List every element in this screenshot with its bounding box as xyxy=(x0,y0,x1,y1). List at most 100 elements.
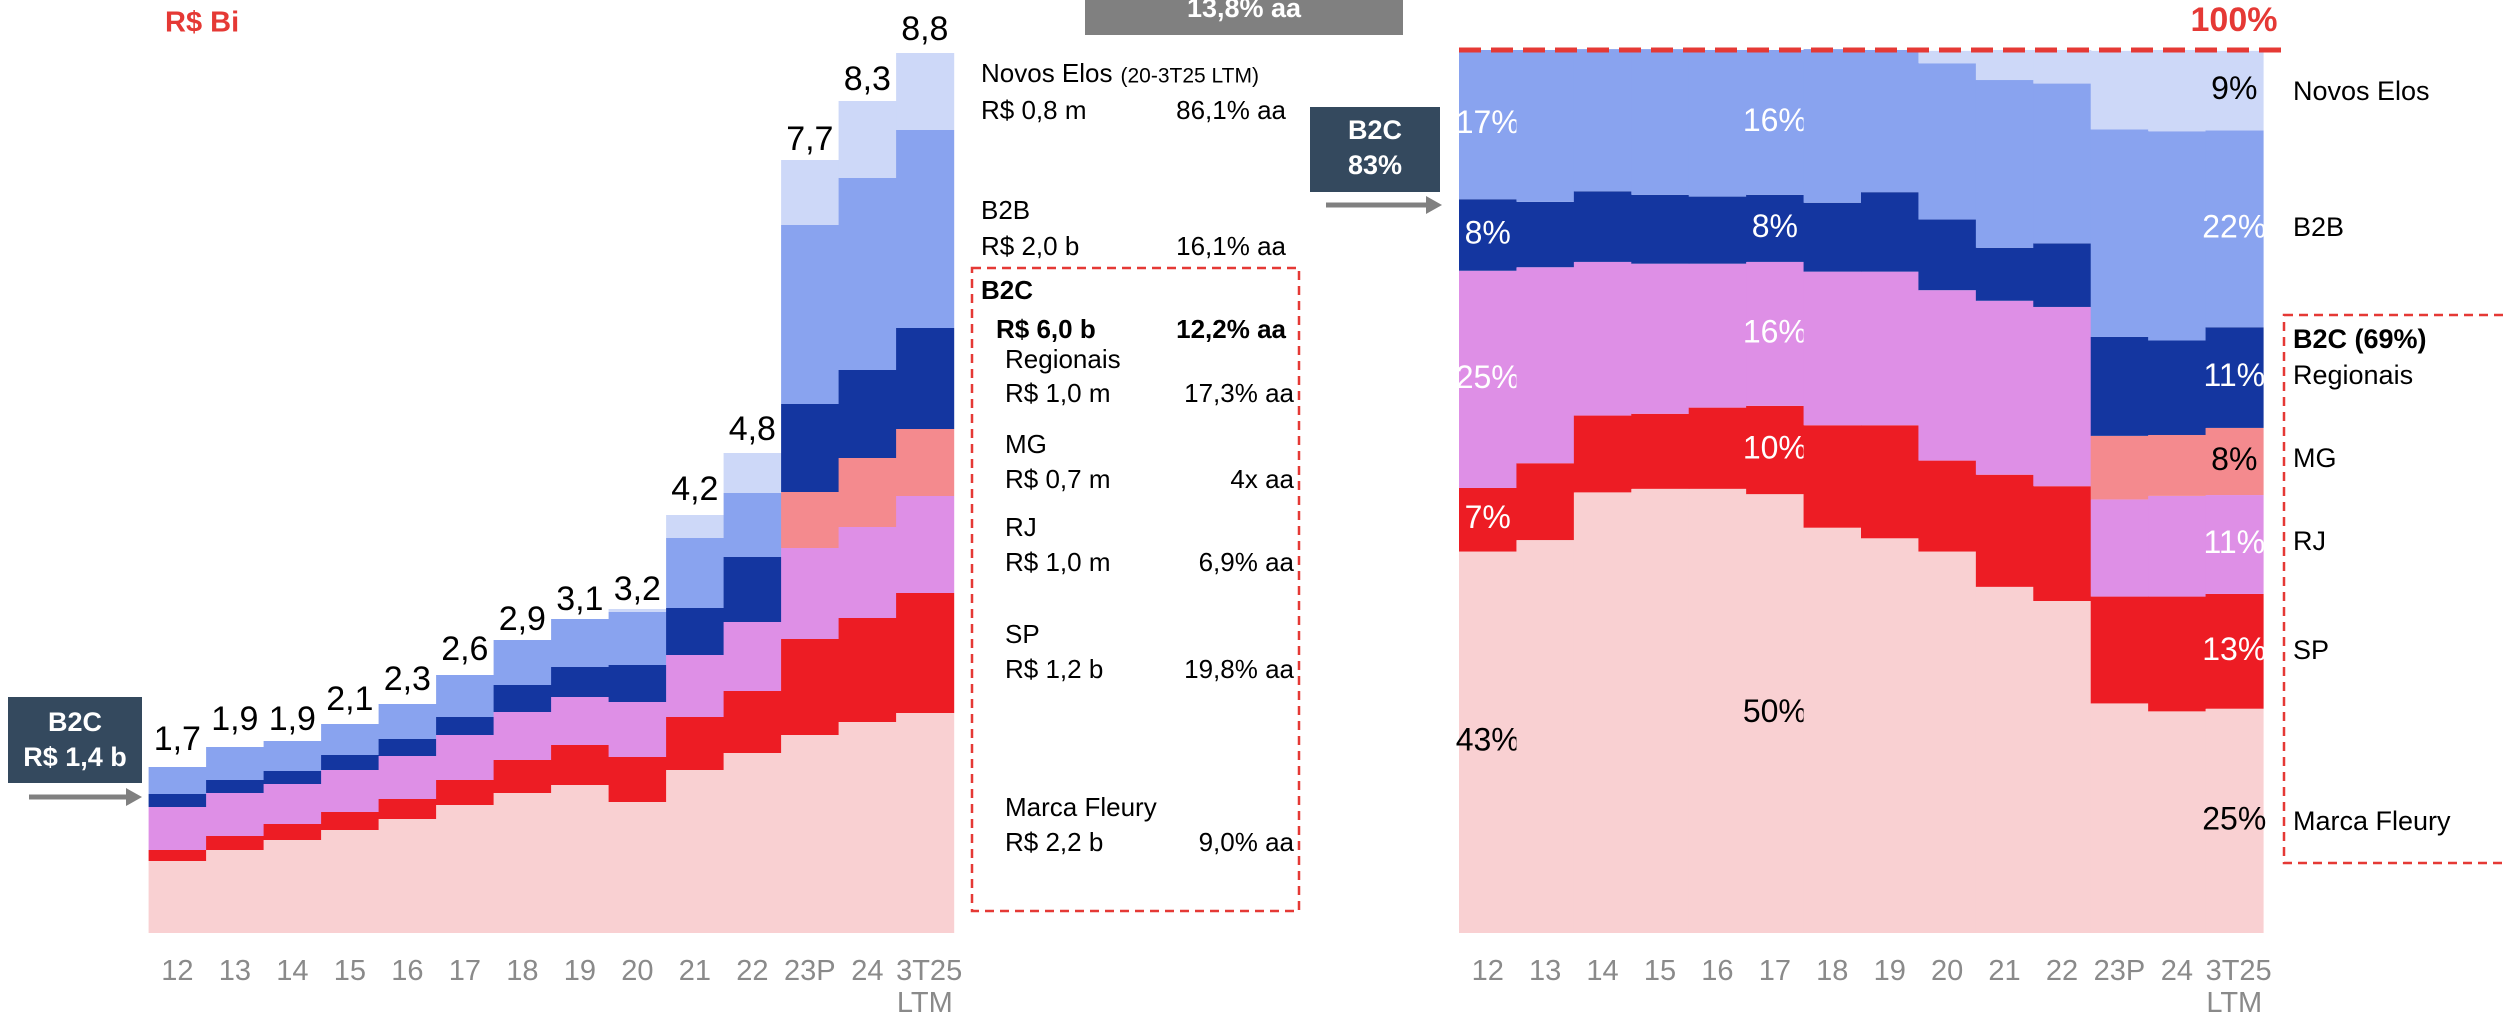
series-amount: R$ 0,7 m xyxy=(1005,464,1111,494)
x-tick-label: 22 xyxy=(2045,955,2079,987)
area-step xyxy=(378,739,437,756)
area-step xyxy=(1631,413,1690,489)
value-label: 13% xyxy=(2202,631,2266,667)
area-step xyxy=(2148,596,2207,712)
area-step xyxy=(2090,596,2149,704)
area-step xyxy=(896,130,955,328)
x-tick-label: 15 xyxy=(1643,955,1677,987)
series-growth: 4x aa xyxy=(1230,464,1294,494)
area-step xyxy=(1459,551,1518,933)
area-step xyxy=(2148,495,2207,597)
area-step xyxy=(206,836,265,850)
area-step xyxy=(2205,427,2264,496)
area-step xyxy=(493,793,552,933)
area-step xyxy=(263,824,322,840)
area-step xyxy=(436,675,495,717)
area-step xyxy=(436,780,495,805)
area-step xyxy=(263,784,322,824)
area-step xyxy=(838,178,897,370)
value-label: 50% xyxy=(1743,693,1807,729)
area-step xyxy=(781,404,840,492)
area-step xyxy=(1573,261,1632,416)
area-step xyxy=(1975,586,2034,933)
area-step xyxy=(1631,194,1690,264)
area-step xyxy=(2205,130,2264,328)
series-amount: R$ 2,2 b xyxy=(1005,827,1103,857)
area-step xyxy=(781,735,840,933)
x-tick-label: 22 xyxy=(736,955,769,987)
area-step xyxy=(263,741,322,771)
area-step xyxy=(321,770,380,812)
area-step xyxy=(666,770,725,933)
area-step xyxy=(896,429,955,496)
area-step xyxy=(896,593,955,713)
x-tick-label: 24 xyxy=(2160,955,2193,987)
cagr-box xyxy=(1085,0,1403,35)
series-note: (20-3T25 LTM) xyxy=(1121,65,1259,88)
top-label: 100% xyxy=(2191,1,2278,39)
value-label: 25% xyxy=(2202,800,2266,836)
area-step xyxy=(1516,463,1575,541)
area-step xyxy=(321,724,380,755)
area-step xyxy=(1861,425,1920,539)
area-step xyxy=(2148,50,2207,132)
series-name: SP xyxy=(1005,619,1040,649)
series-name: RJ xyxy=(1005,512,1037,542)
area-step xyxy=(436,717,495,735)
area-step xyxy=(2033,600,2092,933)
x-tick-label: 14 xyxy=(1586,955,1619,987)
x-tick-label: 20 xyxy=(1931,955,1964,987)
group-label: B2C (69%) xyxy=(2293,324,2427,354)
group-box xyxy=(2282,313,2506,865)
group-box xyxy=(970,266,1301,913)
legend-entry: Marca Fleury xyxy=(2293,806,2451,836)
area-step xyxy=(551,667,610,697)
area-step xyxy=(781,639,840,735)
value-label: 22% xyxy=(2202,208,2266,244)
area-step xyxy=(1918,290,1977,461)
area-step xyxy=(321,755,380,770)
area-step xyxy=(723,557,782,622)
total-label: 4,2 xyxy=(671,470,718,508)
area-step xyxy=(666,608,725,655)
series-amount: R$ 1,0 m xyxy=(1005,378,1111,408)
value-label: 11% xyxy=(2203,524,2265,560)
area-step xyxy=(436,805,495,933)
area-step xyxy=(148,767,207,794)
area-step xyxy=(1803,49,1862,203)
area-step xyxy=(1803,271,1862,426)
area-step xyxy=(2148,131,2207,341)
total-label: 3,2 xyxy=(614,570,661,608)
x-tick-label: 3T25 LTM xyxy=(896,955,963,1019)
area-step xyxy=(1573,49,1632,192)
area-step xyxy=(1746,405,1805,495)
area-step xyxy=(1975,247,2034,301)
area-step xyxy=(2090,703,2149,933)
value-label: 16% xyxy=(1743,313,1807,349)
area-step xyxy=(1975,80,2034,248)
value-label: 11% xyxy=(2203,357,2265,393)
area-step xyxy=(1918,63,1977,220)
area-step xyxy=(608,757,667,802)
area-step xyxy=(2033,486,2092,601)
area-step xyxy=(148,794,207,807)
area-step xyxy=(1631,49,1690,195)
area-step xyxy=(1459,487,1518,552)
area-step xyxy=(1746,50,1805,195)
area-step xyxy=(781,160,840,225)
area-step xyxy=(2090,435,2149,500)
area-step xyxy=(551,745,610,785)
x-tick-label: 16 xyxy=(1701,955,1734,987)
area-step xyxy=(1803,425,1862,528)
series-growth: 6,9% aa xyxy=(1199,547,1295,577)
start-box xyxy=(8,697,142,783)
area-step xyxy=(1746,494,1805,933)
x-tick-label: 3T25 LTM xyxy=(2205,955,2272,1019)
arrow-head xyxy=(1426,196,1442,214)
area-step xyxy=(781,548,840,639)
area-step xyxy=(838,101,897,178)
start-box xyxy=(1310,107,1440,192)
total-label: 2,1 xyxy=(326,680,373,718)
x-tick-label: 18 xyxy=(1816,955,1849,987)
